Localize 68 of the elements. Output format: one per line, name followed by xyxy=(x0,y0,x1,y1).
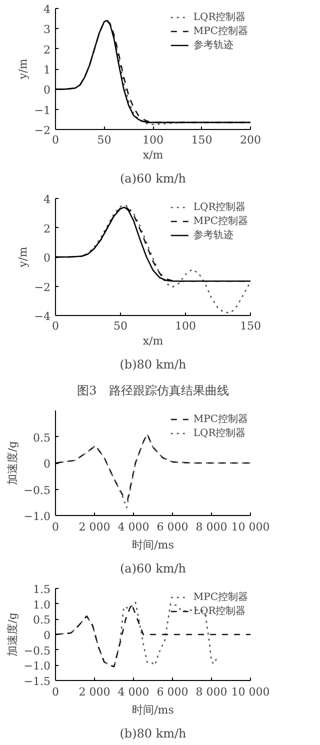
y-tick-label: 0.5 xyxy=(33,431,51,444)
legend-label: LQR控制器 xyxy=(193,10,246,24)
x-axis-title: x/m xyxy=(142,334,164,348)
y-tick-label: 0 xyxy=(44,84,50,97)
x-tick-label: 0 xyxy=(52,320,59,332)
caption: 图3 路径跟踪仿真结果曲线 xyxy=(77,384,229,398)
line-series xyxy=(56,603,250,668)
y-tick-label: −1.0 xyxy=(24,510,51,523)
y-tick-label: −0.5 xyxy=(24,644,51,658)
x-tick-label: 100 xyxy=(142,134,164,146)
legend-label: MPC控制器 xyxy=(193,24,248,38)
x-axis-title: 时间/ms xyxy=(132,538,174,552)
x-tick-label: 0 xyxy=(52,134,59,146)
x-tick-label: 2 000 xyxy=(78,686,110,698)
y-tick-label: 0.5 xyxy=(33,614,51,627)
text: (a)60 km/h xyxy=(120,562,186,576)
text: (b)80 km/h xyxy=(120,726,187,740)
x-tick-label: 0 xyxy=(52,686,59,698)
y-tick-label: 0 xyxy=(44,629,50,642)
x-tick-label: 10 000 xyxy=(231,520,270,534)
text: (b)80 km/h xyxy=(120,358,187,372)
y-axis-title: y/m xyxy=(16,246,30,268)
x-tick-label: 200 xyxy=(240,134,261,146)
x-tick-label: 150 xyxy=(191,134,212,146)
x-tick-label: 8 000 xyxy=(196,686,228,698)
x-tick-label: 10 000 xyxy=(231,686,270,698)
y-tick-label: 2 xyxy=(44,43,50,56)
y-tick-label: −2 xyxy=(34,124,51,137)
x-tick-label: 0 xyxy=(52,520,59,534)
legend-label: LQR控制器 xyxy=(193,200,246,214)
y-tick-label: −1.0 xyxy=(24,660,51,673)
x-tick-label: 6 000 xyxy=(156,686,188,698)
legend-label: MPC控制器 xyxy=(193,214,248,228)
legend-label: 参考轨迹 xyxy=(193,228,234,242)
y-tick-label: −1 xyxy=(34,104,51,117)
legend-label: MPC控制器 xyxy=(193,412,248,426)
x-tick-label: 6 000 xyxy=(156,520,188,534)
y-tick-label: 1 xyxy=(44,64,50,76)
y-tick-label: −2 xyxy=(34,280,51,294)
y-tick-label: 4 xyxy=(44,3,50,16)
y-axis-title: 加速度/g xyxy=(6,612,19,656)
y-tick-label: 4 xyxy=(44,193,50,206)
x-axis-title: x/m xyxy=(142,148,164,162)
y-tick-label: −1.5 xyxy=(24,675,51,688)
legend-label: LQR控制器 xyxy=(193,426,246,440)
x-tick-label: 2 000 xyxy=(78,520,110,534)
x-tick-label: 100 xyxy=(175,320,196,332)
text: (a)60 km/h xyxy=(120,172,186,186)
legend-label: LQR控制器 xyxy=(193,604,246,618)
legend-label: MPC控制器 xyxy=(193,590,248,604)
x-tick-label: 50 xyxy=(97,134,112,146)
x-tick-label: 4 000 xyxy=(118,520,150,534)
y-axis-title: 加速度/g xyxy=(6,441,19,485)
y-tick-label: 0 xyxy=(44,252,50,264)
y-axis-title: y/m xyxy=(16,58,30,80)
legend-label: 参考轨迹 xyxy=(193,38,234,52)
x-tick-label: 50 xyxy=(114,320,128,332)
y-tick-label: −0.5 xyxy=(24,484,51,497)
y-tick-label: 1.5 xyxy=(33,583,51,596)
y-tick-label: 3 xyxy=(44,23,50,36)
y-tick-label: −4 xyxy=(34,310,51,323)
x-tick-label: 8 000 xyxy=(196,520,228,534)
y-tick-label: 2 xyxy=(44,222,50,236)
x-axis-title: 时间/ms xyxy=(132,704,174,716)
x-tick-label: 150 xyxy=(240,320,261,332)
y-tick-label: 0 xyxy=(44,458,50,470)
y-tick-label: 1.0 xyxy=(33,598,51,612)
x-tick-label: 4 000 xyxy=(118,686,150,698)
